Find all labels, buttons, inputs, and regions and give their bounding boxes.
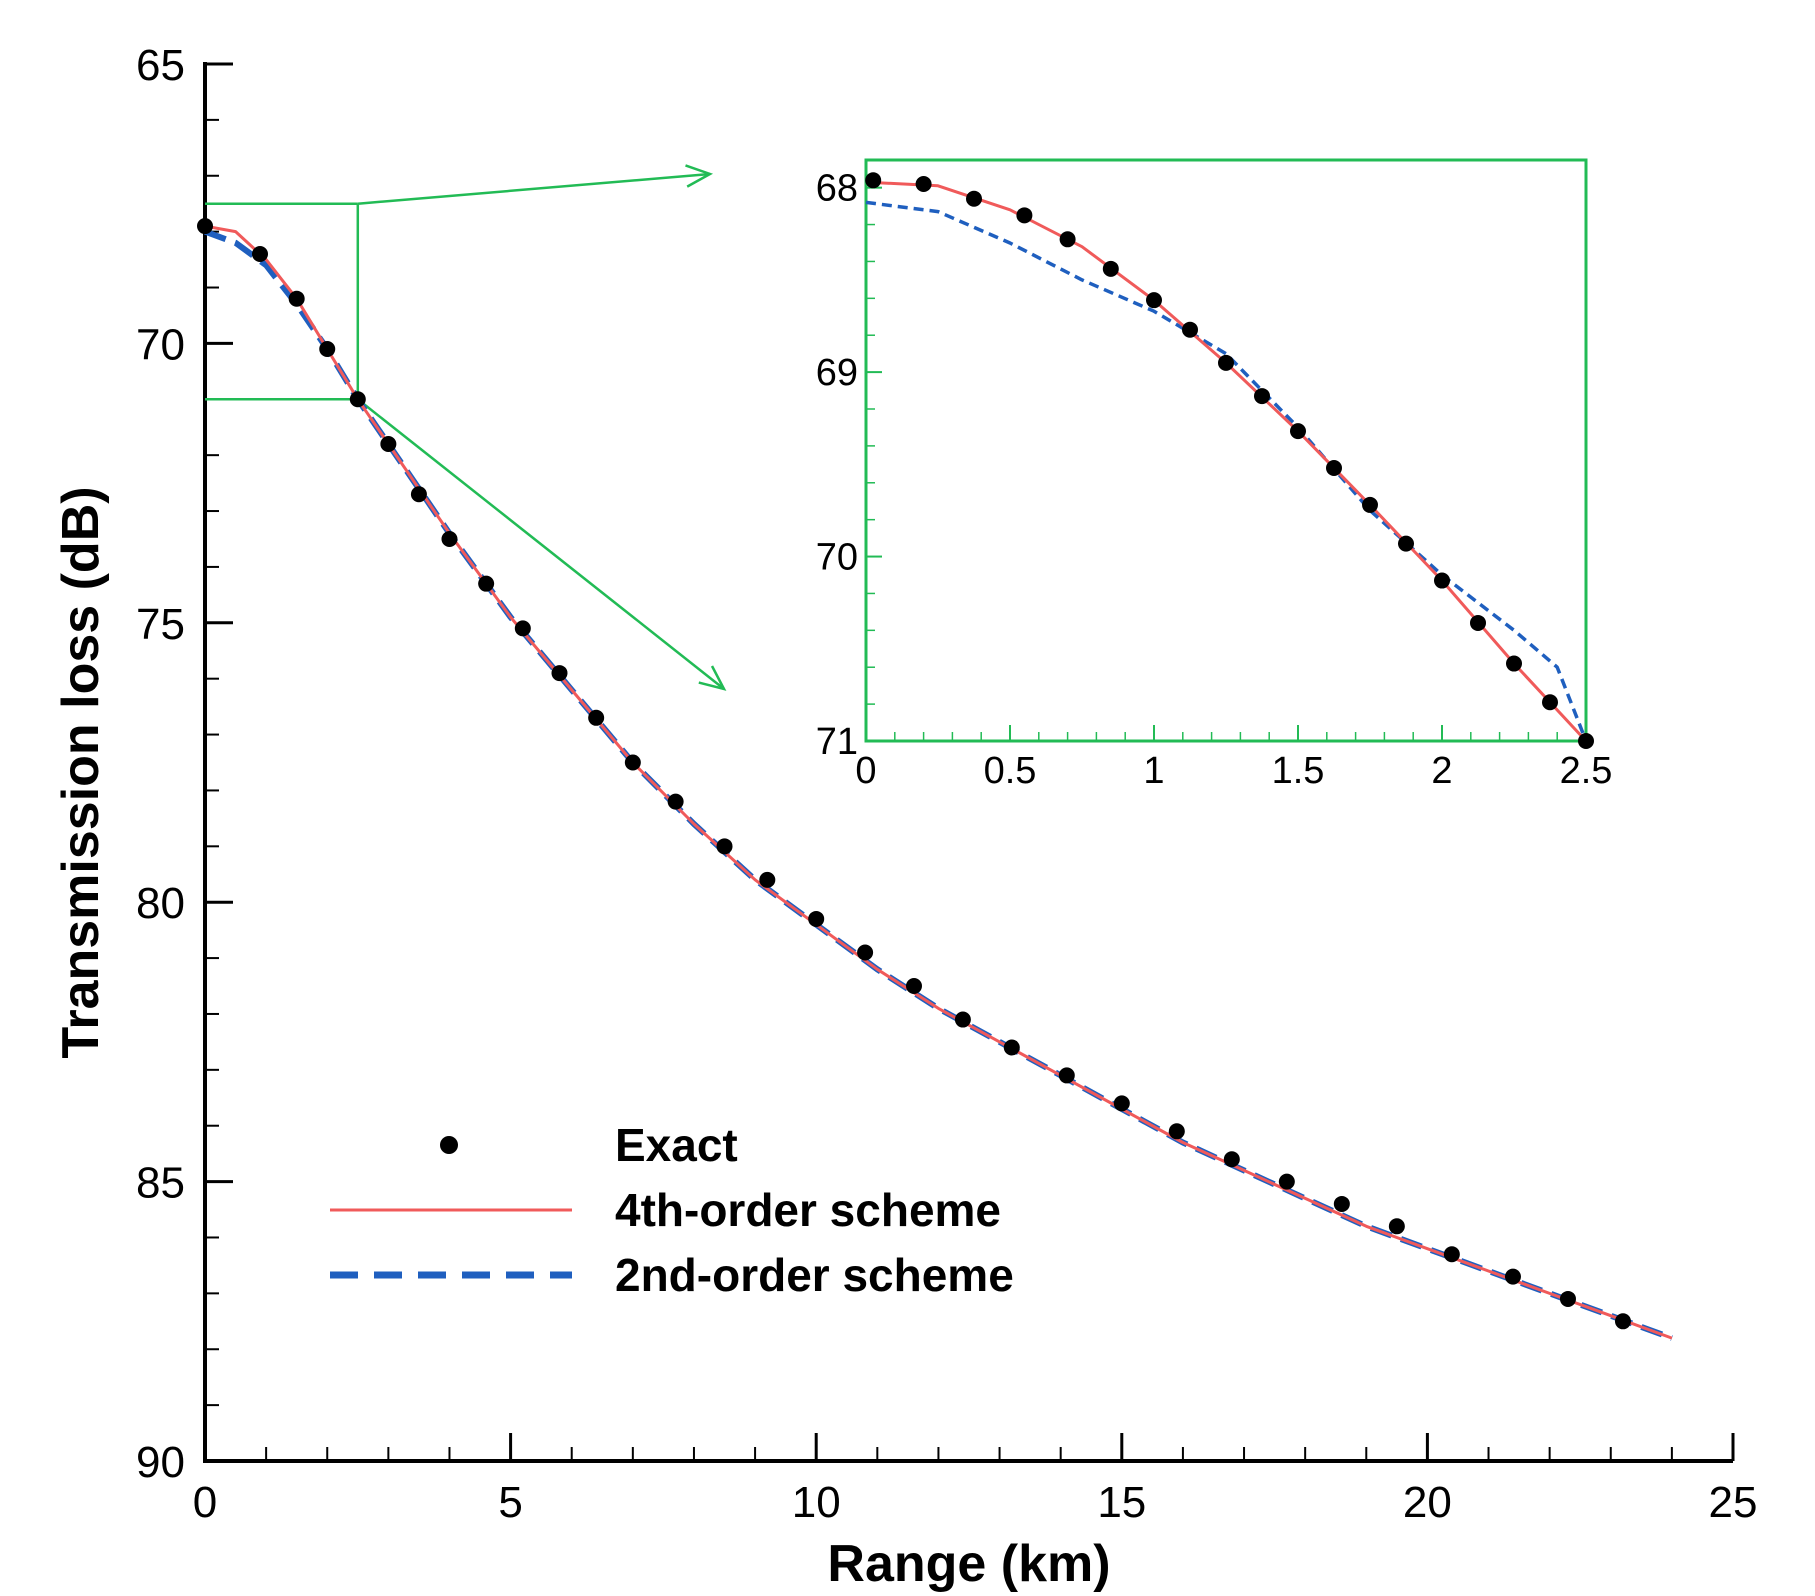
exact-marker [1506, 655, 1522, 672]
y-tick-label: 80 [136, 879, 185, 928]
legend-label: Exact [615, 1119, 738, 1171]
exact-marker [1398, 535, 1414, 552]
exact-marker [624, 754, 641, 771]
inset-y-tick-label: 68 [816, 168, 858, 210]
x-axis-title: Range (km) [827, 1535, 1110, 1593]
exact-marker [1254, 388, 1270, 405]
exact-marker [197, 218, 213, 235]
legend-symbol-exact [440, 1136, 458, 1154]
exact-marker [551, 665, 568, 682]
exact-marker [1182, 321, 1198, 338]
exact-marker [667, 793, 684, 810]
exact-marker [588, 709, 605, 726]
inset-x-tick-label: 1 [1143, 750, 1164, 792]
legend-label: 4th-order scheme [615, 1184, 1001, 1236]
x-tick-label: 0 [193, 1478, 217, 1527]
exact-marker [1102, 260, 1119, 277]
zoom-arrowhead-lower [698, 665, 727, 691]
zoom-arrowhead-upper [685, 164, 714, 188]
inset-x-tick-label: 2 [1431, 750, 1452, 792]
exact-marker [319, 340, 336, 357]
exact-marker [1434, 572, 1450, 589]
exact-marker [1388, 1218, 1405, 1235]
exact-marker [1443, 1246, 1460, 1263]
exact-marker [514, 620, 531, 637]
legend-label: 2nd-order scheme [615, 1249, 1014, 1301]
exact-marker [915, 175, 932, 192]
inset-series-group [865, 172, 1594, 749]
exact-marker [1290, 423, 1306, 440]
exact-marker [1218, 354, 1234, 371]
y-tick-label: 75 [136, 600, 185, 649]
x-axis-ticks: 0 5 10 15 20 25 [193, 1433, 1758, 1527]
exact-marker [1504, 1268, 1521, 1285]
x-tick-label: 5 [498, 1478, 522, 1527]
exact-marker [1113, 1095, 1130, 1112]
exact-marker [905, 978, 922, 995]
exact-marker [954, 1011, 971, 1028]
inset-ticks: 0 0.5 1 1.5 2 2.5 68 69 70 71 [816, 168, 1613, 792]
inset-x-tick-label: 2.5 [1560, 750, 1613, 792]
exact-marker [441, 530, 458, 547]
inset-y-tick-label: 71 [816, 721, 858, 763]
inset-y-tick-label: 70 [816, 537, 858, 579]
exact-marker [808, 910, 825, 927]
exact-marker [410, 486, 427, 503]
exact-marker [1470, 614, 1486, 631]
exact-marker [1278, 1173, 1295, 1190]
exact-marker [349, 391, 366, 408]
exact-marker [1016, 207, 1033, 224]
exact-marker [252, 245, 269, 262]
inset-y-tick-label: 69 [816, 352, 858, 394]
series-group [197, 218, 1673, 1341]
x-tick-label: 10 [792, 1478, 841, 1527]
inset-x-tick-label: 0.5 [984, 750, 1037, 792]
inset-frame [864, 158, 1588, 743]
exact-marker [1333, 1195, 1350, 1212]
zoom-arrow-upper [357, 172, 711, 205]
series-line-2nd-order [865, 200, 1588, 742]
y-axis-ticks: 65 70 75 80 85 90 [136, 41, 233, 1487]
y-tick-label: 70 [136, 320, 185, 369]
exact-marker [478, 575, 495, 592]
exact-marker [1146, 292, 1162, 309]
exact-marker [865, 172, 882, 189]
exact-marker [1614, 1313, 1631, 1330]
x-tick-label: 15 [1097, 1478, 1146, 1527]
x-tick-label: 25 [1709, 1478, 1758, 1527]
y-axis-title: Transmission loss (dB) [52, 486, 110, 1058]
exact-marker [857, 944, 874, 961]
zoom-arrow-lower [357, 398, 725, 690]
exact-marker [288, 290, 305, 307]
y-tick-label: 85 [136, 1159, 185, 1208]
exact-marker [1168, 1123, 1185, 1140]
y-tick-label: 90 [136, 1438, 185, 1487]
exact-marker [1326, 460, 1342, 477]
exact-marker [1003, 1039, 1020, 1056]
exact-marker [1059, 231, 1076, 248]
exact-marker [759, 871, 776, 888]
inset-x-tick-label: 0 [855, 750, 876, 792]
exact-marker [1578, 733, 1594, 749]
exact-marker [716, 838, 733, 855]
inset-x-tick-label: 1.5 [1272, 750, 1325, 792]
exact-marker [1542, 694, 1558, 711]
zoom-guides [205, 164, 727, 691]
exact-marker [1362, 496, 1378, 513]
y-tick-label: 65 [136, 41, 185, 90]
legend: Exact 4th-order scheme 2nd-order scheme [330, 1119, 1014, 1301]
exact-marker [1559, 1290, 1576, 1307]
exact-marker [966, 190, 982, 207]
inset-plot: 0 0.5 1 1.5 2 2.5 68 69 70 71 [816, 158, 1613, 792]
exact-marker [1058, 1067, 1075, 1084]
x-tick-label: 20 [1403, 1478, 1452, 1527]
exact-marker [1223, 1151, 1240, 1168]
axes [203, 62, 1733, 1463]
exact-marker [380, 435, 397, 452]
inset-frame-rect [864, 158, 1588, 743]
